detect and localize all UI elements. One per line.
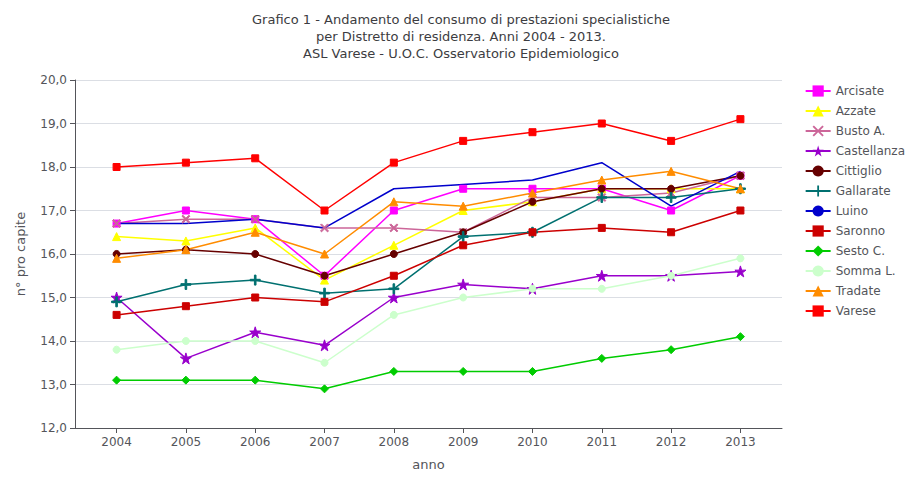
svg-text:Cittiglio: Cittiglio <box>836 164 882 178</box>
svg-text:Tradate: Tradate <box>835 284 881 298</box>
svg-text:anno: anno <box>412 457 444 472</box>
svg-text:Arcisate: Arcisate <box>836 84 885 98</box>
svg-text:Grafico 1 - Andamento del cons: Grafico 1 - Andamento del consumo di pre… <box>252 12 670 27</box>
svg-text:Luino: Luino <box>836 204 868 218</box>
svg-text:per Distretto di residenza. An: per Distretto di residenza. Anni 2004 - … <box>316 29 606 44</box>
svg-text:18,0: 18,0 <box>40 160 67 174</box>
svg-text:2011: 2011 <box>587 435 618 449</box>
svg-text:13,0: 13,0 <box>40 378 67 392</box>
svg-text:12,0: 12,0 <box>40 421 67 435</box>
svg-text:16,0: 16,0 <box>40 247 67 261</box>
svg-text:20,0: 20,0 <box>40 73 67 87</box>
svg-text:2006: 2006 <box>240 435 271 449</box>
svg-text:2012: 2012 <box>656 435 687 449</box>
svg-text:2004: 2004 <box>101 435 132 449</box>
svg-text:Saronno: Saronno <box>836 224 886 238</box>
svg-text:Varese: Varese <box>836 304 876 318</box>
svg-text:Castellanza: Castellanza <box>836 144 905 158</box>
svg-text:ASL Varese - U.O.C. Osservator: ASL Varese - U.O.C. Osservatorio Epidemi… <box>303 46 619 61</box>
svg-text:Busto A.: Busto A. <box>836 124 886 138</box>
svg-text:17,0: 17,0 <box>40 204 67 218</box>
svg-text:Gallarate: Gallarate <box>836 184 891 198</box>
svg-text:n° pro capite: n° pro capite <box>13 212 28 296</box>
svg-text:14,0: 14,0 <box>40 334 67 348</box>
svg-text:2013: 2013 <box>725 435 756 449</box>
svg-text:Somma L.: Somma L. <box>836 264 896 278</box>
svg-text:2010: 2010 <box>517 435 548 449</box>
svg-text:19,0: 19,0 <box>40 117 67 131</box>
svg-text:2008: 2008 <box>379 435 410 449</box>
svg-text:2007: 2007 <box>309 435 340 449</box>
svg-text:15,0: 15,0 <box>40 291 67 305</box>
svg-text:2005: 2005 <box>171 435 202 449</box>
svg-text:2009: 2009 <box>448 435 479 449</box>
svg-text:Azzate: Azzate <box>836 104 876 118</box>
svg-text:Sesto C.: Sesto C. <box>836 244 885 258</box>
